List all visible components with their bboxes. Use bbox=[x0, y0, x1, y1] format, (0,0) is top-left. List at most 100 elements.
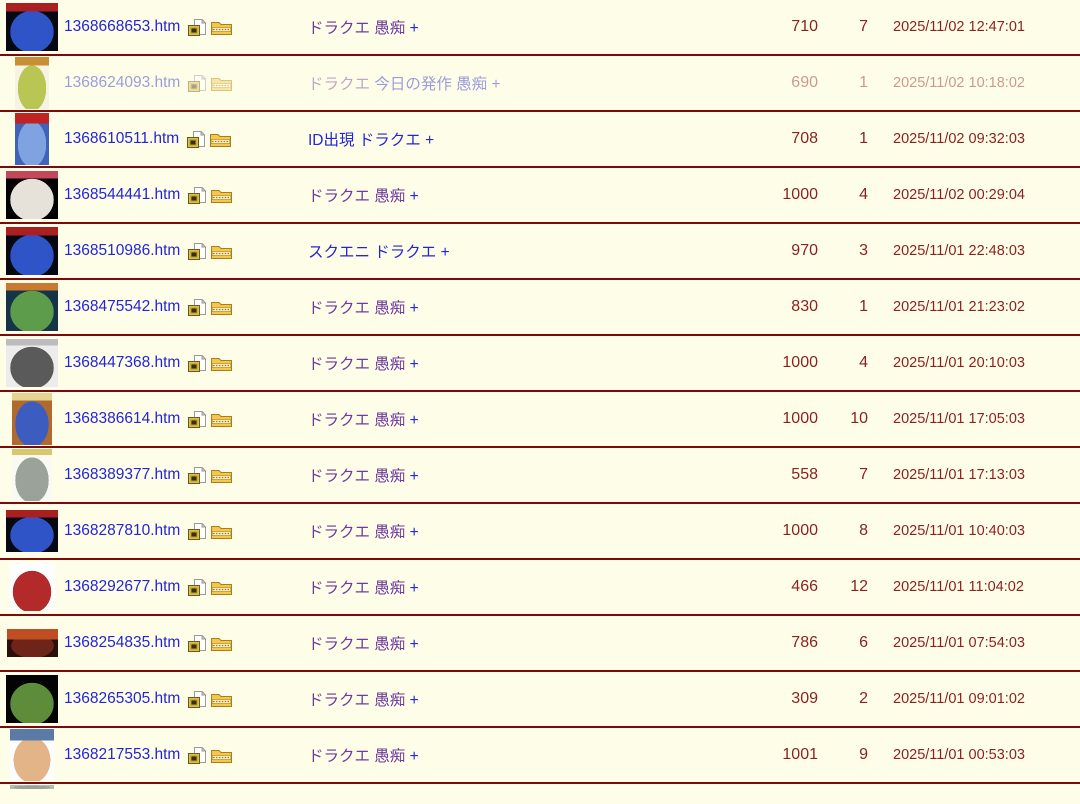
image-file-icon[interactable] bbox=[188, 690, 207, 708]
thread-tag-link[interactable]: ドラクエ 愚痴 bbox=[308, 524, 406, 541]
expand-thread-link[interactable]: + bbox=[409, 412, 419, 429]
thread-thumbnail-green-troll-monster-on-black[interactable] bbox=[6, 675, 58, 723]
thread-thumbnail-laughing-soldier-face[interactable] bbox=[10, 729, 54, 781]
new-res-count: 2 bbox=[859, 690, 868, 707]
thumbnail-cell bbox=[0, 112, 64, 166]
image-file-icon[interactable] bbox=[188, 746, 207, 764]
expand-thread-link[interactable]: + bbox=[425, 132, 435, 149]
expand-thread-link[interactable]: + bbox=[409, 356, 419, 373]
zip-folder-icon[interactable] bbox=[211, 75, 233, 91]
thread-row: 1368510986.htm スクエニ ドラクエ + 970 3 2025/ bbox=[0, 224, 1080, 280]
thread-tag-link[interactable]: ドラクエ 愚痴 bbox=[308, 356, 406, 373]
image-file-icon[interactable] bbox=[188, 466, 207, 484]
thread-file-link[interactable]: 1368610511.htm bbox=[64, 130, 180, 147]
thread-tag-link[interactable]: ドラクエ 愚痴 bbox=[308, 468, 406, 485]
zip-folder-icon[interactable] bbox=[211, 523, 233, 539]
thread-row: 1368610511.htm ID出現 ドラクエ + 708 1 2025/ bbox=[0, 112, 1080, 168]
thread-thumbnail-dark-pixel-logo-blue-hero[interactable] bbox=[6, 3, 58, 51]
expand-thread-link[interactable]: + bbox=[409, 748, 419, 765]
new-res-count: 9 bbox=[859, 746, 868, 763]
expand-thread-link[interactable]: + bbox=[440, 244, 450, 261]
thread-file-link[interactable]: 1368287810.htm bbox=[64, 522, 181, 539]
thread-file-link[interactable]: 1368389377.htm bbox=[64, 466, 181, 483]
expand-thread-link[interactable]: + bbox=[409, 20, 419, 37]
thread-file-link[interactable]: 1368217553.htm bbox=[64, 746, 181, 763]
thread-thumbnail-princess-character-light[interactable] bbox=[15, 57, 49, 109]
zip-folder-icon[interactable] bbox=[211, 19, 233, 35]
thread-thumbnail-dark-battle-screenshot-wide[interactable] bbox=[6, 629, 58, 657]
thread-file-link[interactable]: 1368475542.htm bbox=[64, 298, 181, 315]
thread-file-link[interactable]: 1368544441.htm bbox=[64, 186, 181, 203]
thumbnail-cell bbox=[0, 392, 64, 446]
image-file-icon[interactable] bbox=[188, 18, 207, 36]
thread-tag-link[interactable]: ドラクエ 愚痴 bbox=[308, 188, 406, 205]
thread-file-link[interactable]: 1368510986.htm bbox=[64, 242, 181, 259]
thread-title-cell: ドラクエ 愚痴 + bbox=[308, 576, 733, 598]
image-file-icon[interactable] bbox=[188, 634, 207, 652]
expand-thread-link[interactable]: + bbox=[409, 636, 419, 653]
thread-thumbnail-prince-green-armor-dark-teal[interactable] bbox=[6, 283, 58, 331]
thread-tag-link[interactable]: ドラクエ 愚痴 bbox=[308, 692, 406, 709]
zip-folder-icon[interactable] bbox=[211, 299, 233, 315]
zip-folder-icon[interactable] bbox=[210, 131, 232, 147]
image-file-icon[interactable] bbox=[188, 354, 207, 372]
zip-folder-icon[interactable] bbox=[211, 243, 233, 259]
expand-thread-link[interactable]: + bbox=[409, 524, 419, 541]
thread-thumbnail-dark-pixel-logo-blue-hero[interactable] bbox=[6, 227, 58, 275]
thread-thumbnail-red-hood-priest-on-black[interactable] bbox=[6, 171, 58, 219]
thread-thumbnail-dark-pixel-logo-blue-hero[interactable] bbox=[6, 510, 58, 552]
image-file-icon[interactable] bbox=[187, 130, 206, 148]
thread-file-link[interactable]: 1368386614.htm bbox=[64, 410, 181, 427]
thread-tag-link[interactable]: ドラクエ 愚痴 bbox=[308, 580, 406, 597]
thread-tag-link[interactable]: ドラクエ 愚痴 bbox=[308, 300, 406, 317]
thread-thumbnail-next-thumbnail-sliver[interactable] bbox=[10, 785, 54, 789]
file-cell: 1368475542.htm bbox=[64, 298, 308, 316]
zip-folder-icon[interactable] bbox=[211, 467, 233, 483]
image-file-icon[interactable] bbox=[188, 578, 207, 596]
file-cell: 1368544441.htm bbox=[64, 186, 308, 204]
thread-file-link[interactable]: 1368265305.htm bbox=[64, 690, 181, 707]
thread-thumbnail-sketch-two-characters[interactable] bbox=[12, 449, 52, 501]
thread-tag-link[interactable]: スクエニ ドラクエ bbox=[308, 244, 437, 261]
thread-thumbnail-red-dragon-on-white[interactable] bbox=[9, 563, 55, 611]
thread-file-link[interactable]: 1368447368.htm bbox=[64, 354, 181, 371]
zip-folder-icon[interactable] bbox=[211, 635, 233, 651]
zip-folder-icon[interactable] bbox=[211, 411, 233, 427]
image-file-icon[interactable] bbox=[188, 74, 207, 92]
thread-tag-link[interactable]: ドラクエ 愚痴 bbox=[308, 636, 406, 653]
zip-folder-icon[interactable] bbox=[211, 187, 233, 203]
thread-tag-link[interactable]: ドラクエ bbox=[308, 76, 371, 93]
thread-tag-link[interactable]: ドラクエ 愚痴 bbox=[308, 20, 406, 37]
thread-file-link[interactable]: 1368292677.htm bbox=[64, 578, 181, 595]
thread-tag-link[interactable]: 今日の発作 愚痴 bbox=[374, 76, 488, 93]
expand-thread-link[interactable]: + bbox=[409, 580, 419, 597]
image-file-icon[interactable] bbox=[188, 242, 207, 260]
thread-tag-link[interactable]: ID出現 ドラクエ bbox=[308, 132, 421, 149]
zip-folder-icon[interactable] bbox=[211, 355, 233, 371]
res-count: 708 bbox=[791, 130, 818, 147]
thread-row: 1368217553.htm ドラクエ 愚痴 + 1001 9 2025/1 bbox=[0, 728, 1080, 784]
zip-folder-icon[interactable] bbox=[211, 747, 233, 763]
thread-thumbnail-manga-face-grayscale[interactable] bbox=[6, 339, 58, 387]
thread-file-link[interactable]: 1368668653.htm bbox=[64, 18, 181, 35]
expand-thread-link[interactable]: + bbox=[491, 76, 501, 93]
image-file-icon[interactable] bbox=[188, 186, 207, 204]
expand-thread-link[interactable]: + bbox=[409, 188, 419, 205]
zip-folder-icon[interactable] bbox=[211, 691, 233, 707]
image-file-icon[interactable] bbox=[188, 298, 207, 316]
expand-thread-link[interactable]: + bbox=[409, 692, 419, 709]
thread-file-link[interactable]: 1368624093.htm bbox=[64, 74, 181, 91]
expand-thread-link[interactable]: + bbox=[409, 300, 419, 317]
thread-tag-link[interactable]: ドラクエ 愚痴 bbox=[308, 748, 406, 765]
thread-tag-link[interactable]: ドラクエ 愚痴 bbox=[308, 412, 406, 429]
res-count: 1000 bbox=[782, 522, 818, 539]
expand-thread-link[interactable]: + bbox=[409, 468, 419, 485]
image-file-icon[interactable] bbox=[188, 410, 207, 428]
zip-folder-icon[interactable] bbox=[211, 579, 233, 595]
thread-thumbnail-game-box-art-blue[interactable] bbox=[15, 113, 49, 165]
image-file-icon[interactable] bbox=[188, 522, 207, 540]
res-count: 1000 bbox=[782, 186, 818, 203]
thread-thumbnail-blue-warrior-illustration[interactable] bbox=[12, 393, 52, 445]
thread-title-cell: ドラクエ 今日の発作 愚痴 + bbox=[308, 72, 733, 94]
thread-file-link[interactable]: 1368254835.htm bbox=[64, 634, 181, 651]
